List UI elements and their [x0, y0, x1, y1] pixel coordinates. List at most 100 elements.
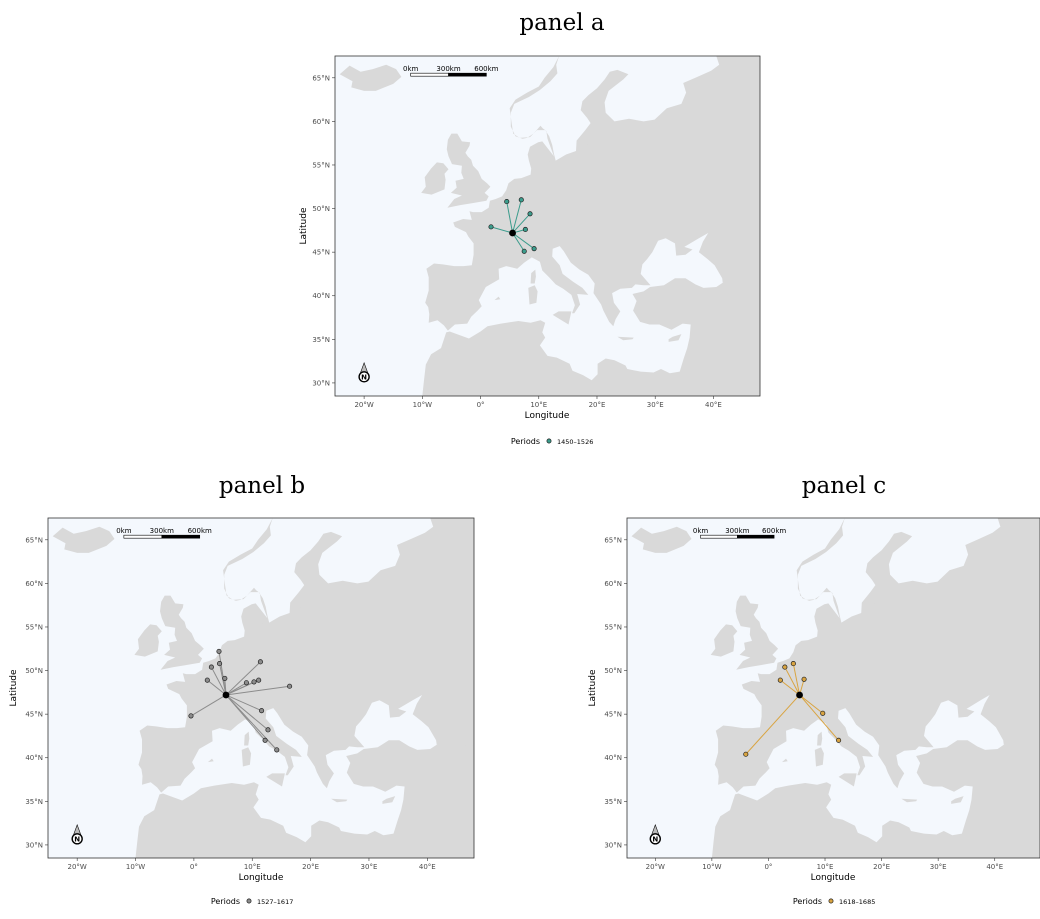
x-tick-label: 20°W	[354, 401, 373, 409]
connection-line	[799, 694, 824, 714]
map-panel-a: panel a 20°W 10°W 0° 10°E 20°E 30°E 40°E 30°N 35°…	[299, 10, 761, 446]
origin-point	[274, 747, 280, 753]
land-ireland	[421, 162, 449, 195]
scale-bar-label: 300km	[725, 527, 749, 535]
y-tick-label: 40°N	[25, 754, 43, 762]
x-tick-label: 10°E	[530, 401, 547, 409]
land-corsica	[244, 731, 250, 746]
scale-bar-label: 0km	[116, 527, 132, 535]
land-sardinia	[241, 747, 252, 767]
land-europe	[714, 518, 1040, 793]
origin-point	[204, 677, 210, 683]
y-tick-label: 55°N	[312, 161, 330, 169]
y-tick-label: 45°N	[604, 711, 622, 719]
connection-line	[207, 679, 227, 696]
legend-title: Periods	[511, 437, 540, 446]
origin-point	[217, 661, 223, 667]
x-axis-title: Longitude	[239, 873, 284, 883]
map-panel-b: panel b 20°W 10°W 0° 10°E 20°E 30°E 40°E 30°N 35°…	[9, 473, 475, 906]
y-tick-label: 35°N	[604, 798, 622, 806]
origin-point	[251, 679, 257, 685]
y-tick-label: 50°N	[25, 667, 43, 675]
scale-bar-white	[410, 72, 449, 77]
land-uk	[160, 595, 204, 670]
y-tick-label: 55°N	[604, 623, 622, 631]
y-tick-label: 45°N	[25, 711, 43, 719]
origin-point	[287, 683, 293, 689]
land-mallorca	[207, 758, 214, 763]
origin-point	[257, 659, 263, 665]
land-ireland	[710, 624, 738, 657]
x-tick-label: 40°E	[419, 863, 436, 871]
north-arrow-ring	[71, 833, 83, 845]
land-layer	[631, 518, 1040, 858]
north-arrow-label: N	[652, 835, 658, 843]
north-arrow-label: N	[361, 373, 367, 381]
origin-point	[256, 677, 262, 683]
x-tick-label: 10°W	[413, 401, 432, 409]
x-axis-title: Longitude	[525, 411, 570, 421]
connection-line	[490, 226, 513, 234]
scale-bar-black	[448, 72, 487, 77]
y-tick-label: 65°N	[604, 536, 622, 544]
connection-line	[512, 199, 522, 234]
legend-label: 1450–1526	[557, 438, 593, 446]
land-cyprus	[951, 796, 964, 804]
north-arrow-ring	[358, 371, 370, 383]
land-cyprus	[382, 796, 396, 804]
panel-title: panel b	[219, 473, 305, 499]
land-uk	[446, 133, 491, 208]
x-tick-label: 30°E	[647, 401, 664, 409]
x-tick-label: 0°	[764, 863, 772, 871]
land-crete	[901, 798, 918, 803]
land-layer	[339, 56, 760, 396]
connection-line	[745, 694, 800, 755]
scale-bar-label: 600km	[762, 527, 786, 535]
land-sardinia	[814, 747, 824, 767]
origin-point	[265, 727, 271, 733]
x-tick-label: 0°	[190, 863, 198, 871]
y-axis-title: Latitude	[299, 207, 309, 245]
origin-point	[743, 751, 749, 757]
y-axis-title: Latitude	[588, 669, 598, 707]
connection-line	[799, 694, 839, 741]
origin-point	[531, 246, 537, 252]
land-gotland	[870, 601, 876, 610]
origin-point	[488, 224, 494, 230]
connection-line	[792, 663, 801, 696]
land-corsica	[817, 731, 823, 746]
land-uk	[735, 595, 779, 670]
land-iceland	[52, 526, 115, 553]
legend-key	[546, 438, 552, 444]
land-zealand	[544, 155, 554, 163]
land-ireland	[134, 624, 162, 657]
y-tick-label: 60°N	[604, 580, 622, 588]
land-africa	[711, 740, 1040, 858]
legend-label: 1527–1617	[257, 898, 293, 906]
land-sicily	[552, 311, 572, 325]
land-layer	[52, 518, 474, 858]
scale-bar-label: 300km	[436, 65, 460, 73]
scale-bar-black	[161, 534, 201, 539]
legend-key	[246, 898, 252, 904]
y-tick-label: 60°N	[312, 118, 330, 126]
origin-point	[188, 713, 194, 719]
origin-point	[262, 737, 268, 743]
land-crete	[331, 798, 348, 803]
y-tick-label: 40°N	[604, 754, 622, 762]
plot-frame	[334, 55, 761, 397]
land-gotland	[299, 601, 305, 610]
panel-title: panel a	[519, 10, 605, 36]
plot-frame	[626, 517, 1040, 859]
connection-line	[210, 666, 227, 696]
x-tick-label: 30°E	[930, 863, 947, 871]
origin-point	[518, 197, 524, 203]
scale-bar-label: 0km	[403, 65, 419, 73]
origin-point	[504, 199, 510, 205]
y-tick-label: 30°N	[312, 379, 330, 387]
x-tick-label: 20°E	[302, 863, 319, 871]
land-iceland	[631, 526, 692, 553]
connection-line	[225, 661, 261, 696]
x-tick-label: 20°W	[68, 863, 87, 871]
origin-point	[208, 664, 214, 670]
